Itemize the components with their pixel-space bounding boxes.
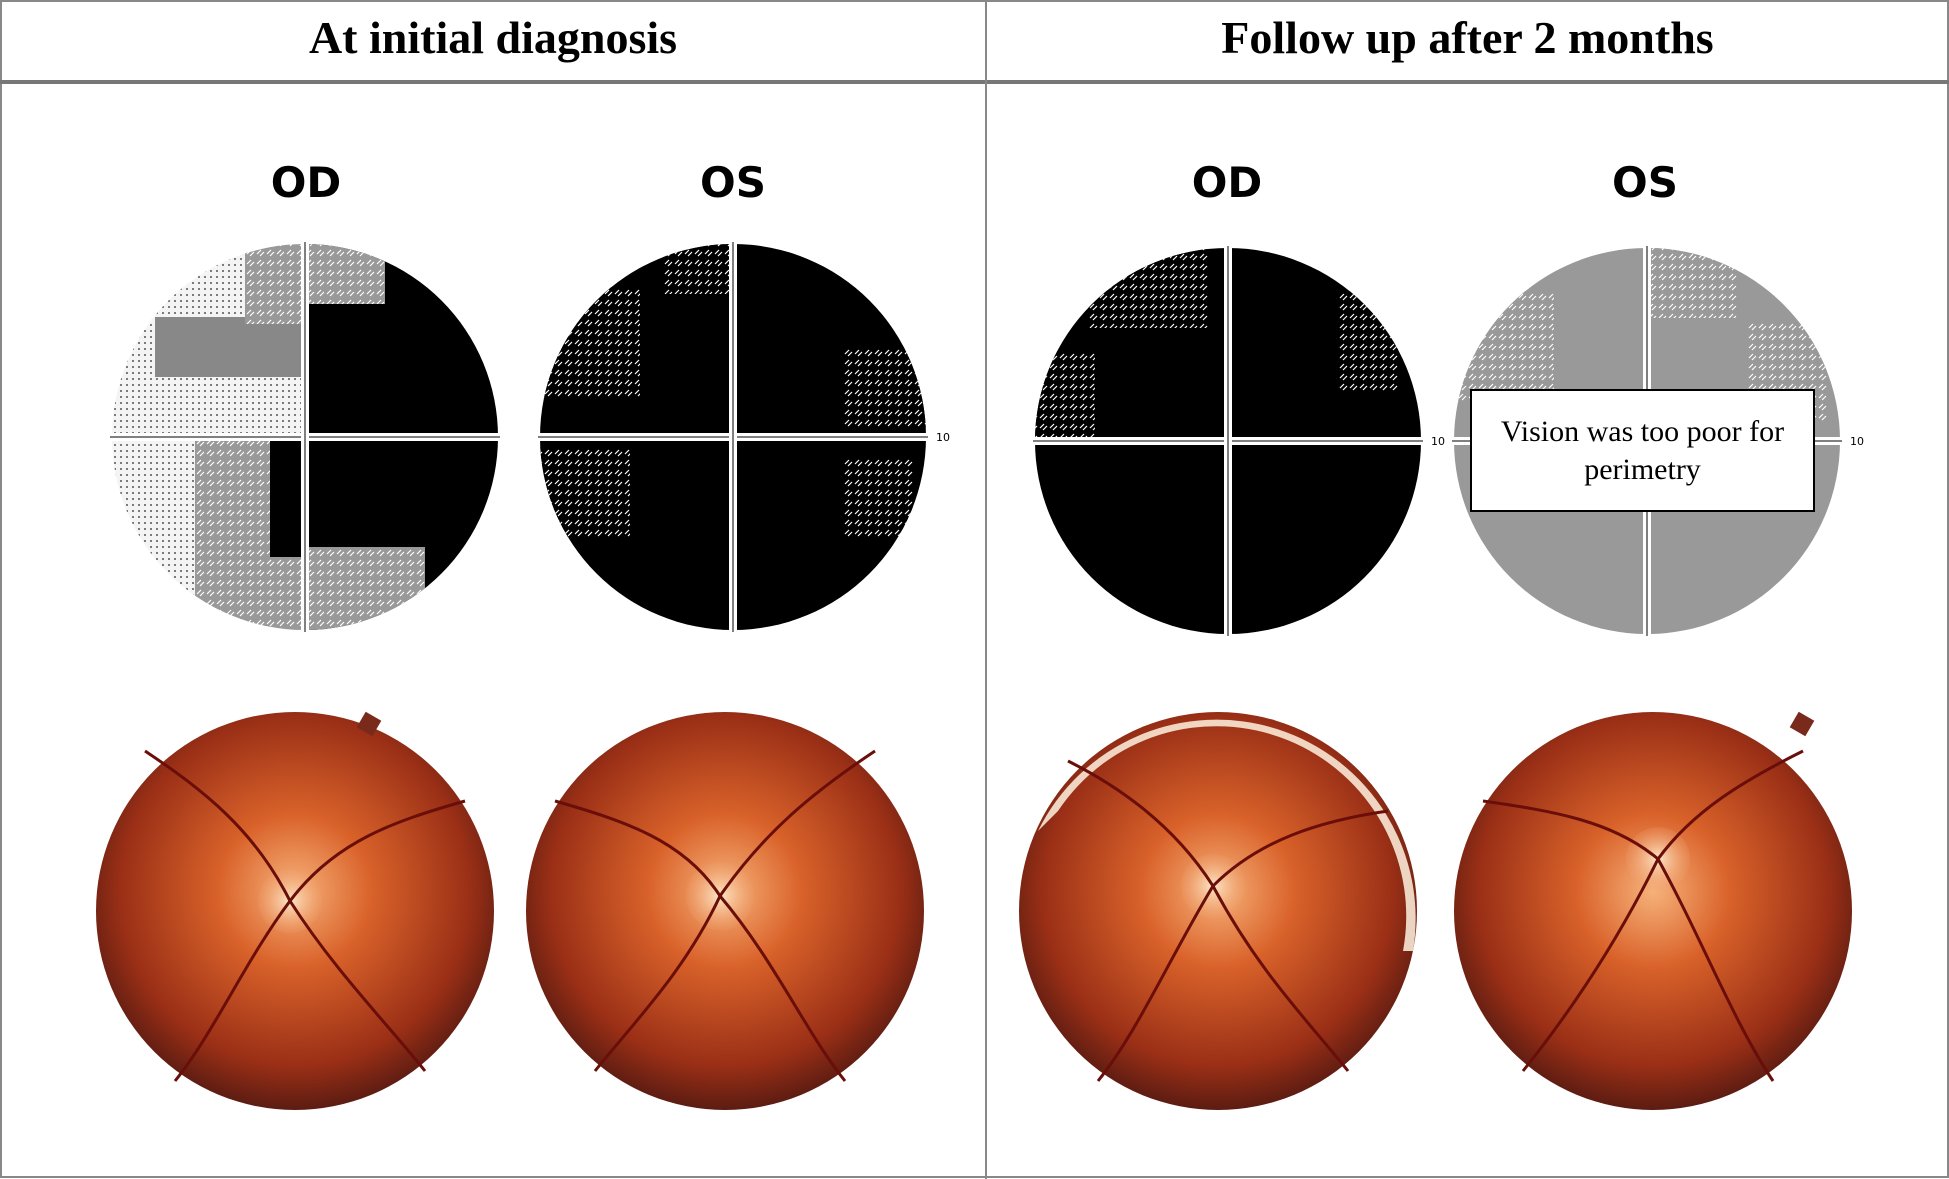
note-box: Vision was too poor for perimetry [1470, 389, 1815, 512]
axis-label: 10 [936, 431, 950, 444]
fundus-photo [1019, 712, 1417, 1110]
axis-label: 10 [1431, 435, 1445, 448]
note-text: Vision was too poor for perimetry [1500, 414, 1785, 486]
eye-label: OD [1191, 158, 1263, 207]
visual-field: 10 [538, 242, 950, 632]
column-title: At initial diagnosis [308, 12, 678, 63]
fundus-photo [1454, 711, 1852, 1110]
fundus-photo [96, 711, 494, 1110]
fundus-photo [526, 712, 924, 1110]
eye-label: OS [700, 158, 766, 207]
eye-label: OS [1612, 158, 1678, 207]
eye-label: OD [270, 158, 342, 207]
visual-field [110, 242, 500, 632]
axis-label: 10 [1850, 435, 1864, 448]
column-title: Follow up after 2 months [1221, 12, 1714, 63]
visual-field: 10 [1033, 246, 1445, 636]
